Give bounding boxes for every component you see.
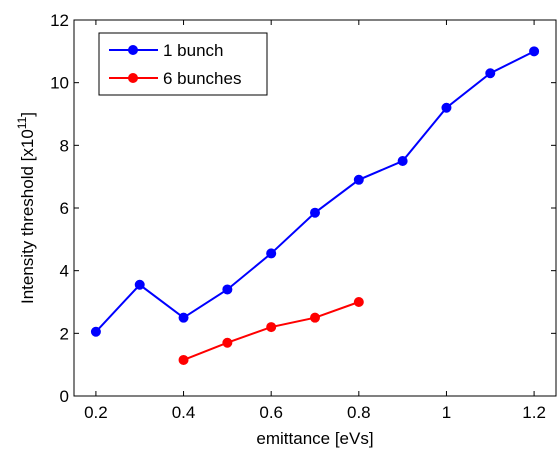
y-tick-label: 6 <box>60 199 69 218</box>
data-point-1-bunch <box>353 174 364 185</box>
data-point-1-bunch <box>90 326 101 337</box>
series-1-bunch <box>90 46 540 337</box>
legend: 1 bunch 6 bunches <box>98 32 268 96</box>
data-point-1-bunch <box>266 248 277 259</box>
series-6-bunches <box>178 297 364 365</box>
x-axis-label: emittance [eVs] <box>256 429 373 448</box>
data-point-1-bunch <box>441 102 452 113</box>
y-axis-label: Intensity threshold [x1011] <box>15 112 37 304</box>
y-tick-label: 2 <box>60 324 69 343</box>
y-axis-label-close: ] <box>18 112 37 117</box>
legend-label-1-bunch: 1 bunch <box>163 41 224 60</box>
data-point-1-bunch <box>310 207 320 218</box>
data-point-1-bunch <box>134 279 145 290</box>
data-point-1-bunch <box>485 68 496 79</box>
legend-marker-1-bunch <box>128 45 138 55</box>
y-axis-label-exponent: 11 <box>15 116 29 129</box>
axis-ticks: 0.2 0.4 0.6 0.8 1 1.2 0 2 4 6 8 10 12 <box>50 11 556 422</box>
y-tick-label: 4 <box>60 262 69 281</box>
x-tick-label: 1 <box>442 403 451 422</box>
y-tick-label: 10 <box>50 74 69 93</box>
data-point-6-bunches <box>266 322 277 333</box>
x-tick-label: 0.4 <box>172 403 196 422</box>
data-point-6-bunches <box>310 312 320 323</box>
data-point-6-bunches <box>353 297 364 307</box>
legend-box <box>98 32 268 96</box>
x-tick-label: 0.2 <box>84 403 108 422</box>
data-point-1-bunch <box>178 312 189 323</box>
y-tick-label: 0 <box>60 387 69 406</box>
series-layer <box>90 46 540 365</box>
data-point-1-bunch <box>222 284 233 295</box>
data-point-6-bunches <box>222 337 233 348</box>
data-point-1-bunch <box>397 156 408 166</box>
data-point-1-bunch <box>529 46 540 57</box>
data-point-6-bunches <box>178 354 189 365</box>
y-tick-label: 12 <box>50 11 69 30</box>
legend-marker-6-bunches <box>128 73 138 83</box>
y-tick-label: 8 <box>60 136 69 155</box>
x-tick-label: 1.2 <box>522 403 546 422</box>
x-tick-label: 0.6 <box>259 403 283 422</box>
x-tick-label: 0.8 <box>347 403 371 422</box>
legend-label-6-bunches: 6 bunches <box>163 69 241 88</box>
y-axis-label-main: Intensity threshold [x10 <box>18 129 37 304</box>
